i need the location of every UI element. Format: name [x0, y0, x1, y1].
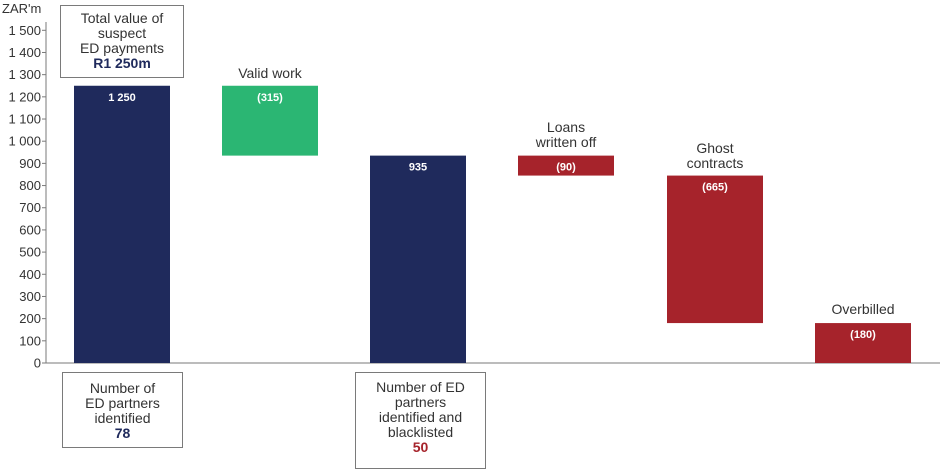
y-axis-label: ZAR'm — [2, 1, 41, 16]
label-loans-line2: written off — [535, 134, 597, 150]
y-tick-label: 200 — [19, 311, 41, 326]
label-valid-work: Valid work — [222, 66, 318, 81]
label-loans-written-off: Loans written off — [507, 120, 625, 150]
bar-value-label-4: (665) — [702, 182, 728, 194]
label-ghost-line1: Ghost — [696, 140, 734, 156]
y-tick-label: 800 — [19, 178, 41, 193]
bar-value-label-1: (315) — [257, 92, 283, 104]
bar-0 — [74, 85, 170, 363]
callout-blacklisted-line1: Number of ED — [376, 379, 465, 395]
bar-3 — [518, 155, 614, 176]
label-ghost-line2: contracts — [686, 155, 744, 171]
label-loans-line1: Loans — [546, 119, 586, 135]
callout-blacklisted-value: 50 — [412, 439, 429, 455]
bar-2 — [370, 155, 466, 363]
bar-5 — [815, 323, 911, 363]
y-tick-label: 1 200 — [8, 89, 41, 104]
callout-total-line3: ED payments — [79, 40, 165, 56]
y-tick-label: 1 300 — [8, 67, 41, 82]
callout-blacklisted-line2: partners — [394, 394, 447, 410]
bar-value-label-5: (180) — [850, 329, 876, 341]
callout-total-line2: suspect — [97, 25, 147, 41]
callout-total-value: Total value of suspect ED payments R1 25… — [60, 5, 184, 78]
callout-total-value-text: R1 250m — [93, 55, 151, 71]
callout-blacklisted-line3: identified and — [378, 409, 463, 425]
y-tick-label: 1 000 — [8, 134, 41, 149]
callout-partners-identified: Number of ED partners identified 78 — [62, 372, 183, 448]
callout-partners-line1: Number of — [89, 380, 156, 396]
y-tick-label: 100 — [19, 333, 41, 348]
label-ghost-contracts: Ghost contracts — [656, 141, 774, 171]
label-overbilled-text: Overbilled — [831, 301, 895, 317]
callout-blacklisted-line4: blacklisted — [387, 424, 454, 440]
y-tick-label: 1 400 — [8, 45, 41, 60]
callout-partners-line2: ED partners — [85, 395, 160, 411]
y-tick-label: 1 100 — [8, 112, 41, 127]
y-tick-label: 400 — [19, 267, 41, 282]
label-valid-work-text: Valid work — [238, 65, 302, 81]
bar-4 — [667, 175, 763, 324]
bar-value-label-0: 1 250 — [108, 92, 136, 104]
bar-value-label-2: 935 — [409, 162, 427, 174]
y-tick-label: 500 — [19, 245, 41, 260]
y-tick-label: 600 — [19, 222, 41, 237]
callout-partners-line3: identified — [94, 410, 151, 426]
label-overbilled: Overbilled — [805, 302, 921, 317]
bar-value-label-3: (90) — [556, 162, 576, 174]
y-tick-label: 1 500 — [8, 23, 41, 38]
y-tick-label: 900 — [19, 156, 41, 171]
y-tick-label: 300 — [19, 289, 41, 304]
bar-1 — [222, 85, 318, 156]
callout-partners-blacklisted: Number of ED partners identified and bla… — [355, 372, 486, 469]
y-tick-label: 0 — [34, 356, 41, 371]
y-tick-label: 700 — [19, 200, 41, 215]
callout-total-line1: Total value of — [80, 10, 164, 26]
callout-partners-value: 78 — [114, 425, 131, 441]
